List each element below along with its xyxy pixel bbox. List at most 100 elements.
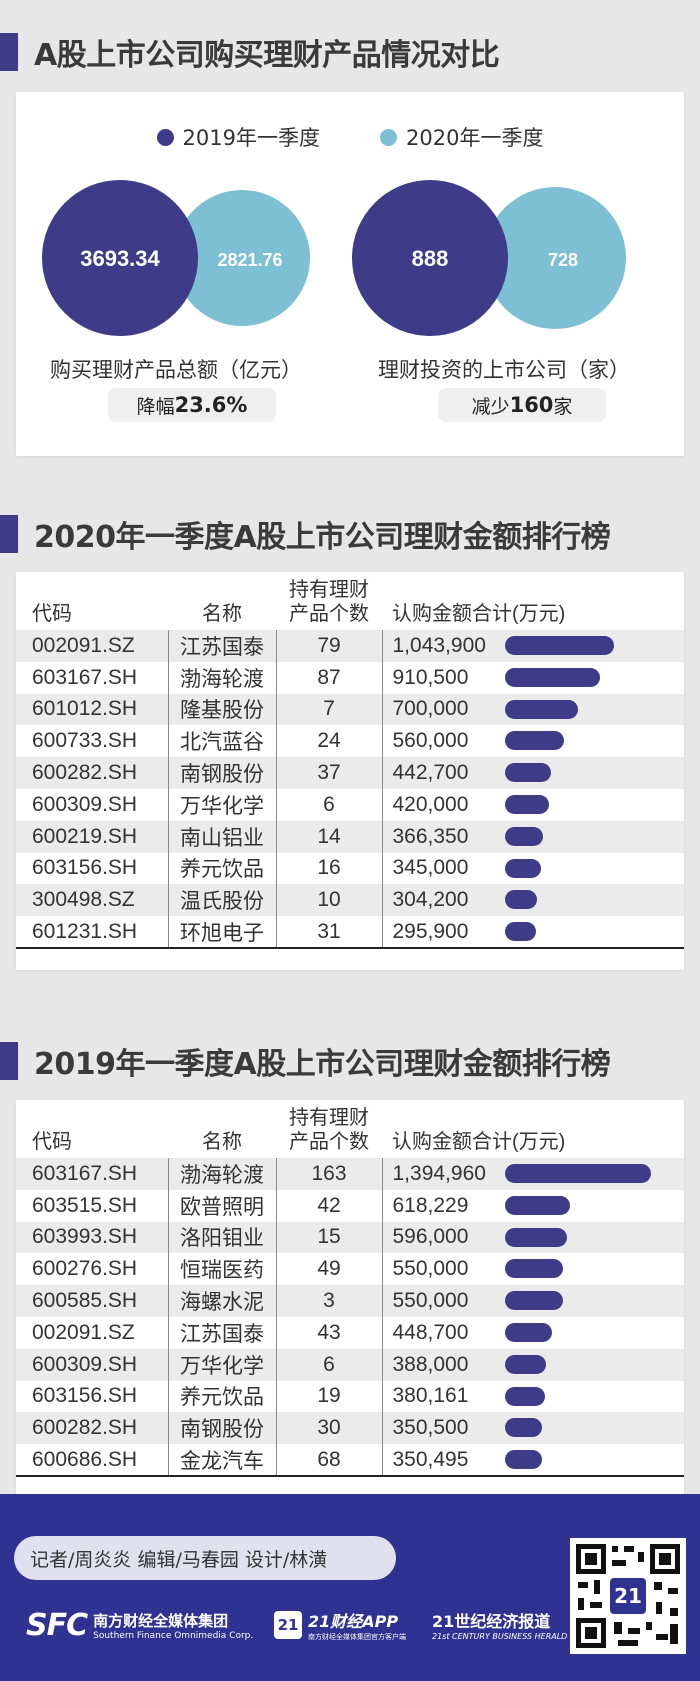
amount-bar bbox=[504, 922, 536, 942]
count-circle-2020 bbox=[484, 187, 626, 329]
product-count: 30 bbox=[275, 1412, 383, 1445]
amount-cell: 700,000 bbox=[382, 694, 684, 726]
amount-value: 304,200 bbox=[392, 888, 469, 912]
ranking-2020-title: 2020年一季度A股上市公司理财金额排行榜 bbox=[34, 520, 611, 555]
product-count: 7 bbox=[275, 693, 383, 726]
amount-cell: 350,500 bbox=[382, 1412, 684, 1444]
amount-value: 910,500 bbox=[392, 665, 469, 689]
amount-bar bbox=[504, 826, 543, 846]
app-logo: 21 21财经APP 南方财经全媒体集团官方客户端 bbox=[274, 1608, 406, 1642]
table-row: 600282.SH 南钢股份 30 350,500 bbox=[16, 1412, 684, 1445]
header-count-line2: 产品个数 bbox=[289, 603, 369, 625]
amount-value: 345,000 bbox=[392, 856, 469, 880]
table-row: 603515.SH 欧普照明 42 618,229 bbox=[16, 1189, 684, 1222]
amount-cell: 442,700 bbox=[382, 757, 684, 789]
header-count: 持有理财 产品个数 bbox=[276, 1106, 382, 1158]
amount-value: 350,495 bbox=[392, 1447, 469, 1471]
amount-cell: 910,500 bbox=[382, 662, 684, 694]
change-pill-amount: 降幅 23.6% bbox=[108, 388, 276, 422]
company-name: 渤海轮渡 bbox=[167, 661, 276, 694]
amount-bar bbox=[504, 1164, 651, 1183]
table-row: 603156.SH 养元饮品 16 345,000 bbox=[16, 852, 684, 885]
stock-code: 600219.SH bbox=[32, 824, 138, 848]
app-name: 21财经APP bbox=[308, 1612, 399, 1631]
amount-bar bbox=[504, 667, 600, 687]
table-header-row: 代码 名称 持有理财 产品个数 认购金额合计(万元) bbox=[16, 578, 684, 630]
table-row: 600733.SH 北汽蓝谷 24 560,000 bbox=[16, 725, 684, 758]
sfc-logo: SFC 南方财经全媒体集团 Southern Finance Omnimedia… bbox=[26, 1608, 253, 1643]
stock-code: 600309.SH bbox=[32, 1352, 138, 1376]
amount-circle-2020 bbox=[174, 190, 310, 326]
company-name: 江苏国泰 bbox=[167, 630, 276, 662]
amount-cell: 420,000 bbox=[382, 789, 684, 821]
amount-bar bbox=[504, 731, 564, 751]
herald-en: 21st CENTURY BUSINESS HERALD bbox=[432, 1632, 568, 1641]
amount-bar bbox=[504, 1259, 563, 1279]
table-header-row: 代码 名称 持有理财 产品个数 认购金额合计(万元) bbox=[16, 1106, 684, 1158]
amount-value: 1,043,900 bbox=[392, 633, 486, 657]
product-count: 31 bbox=[275, 916, 383, 948]
legend: 2019年一季度 2020年一季度 bbox=[16, 122, 684, 152]
change-pill-count: 减少 160 家 bbox=[438, 388, 606, 422]
herald-name: 21世纪经济报道 bbox=[432, 1612, 551, 1631]
caption-total-amount: 购买理财产品总额（亿元） bbox=[50, 358, 302, 382]
stock-code: 601231.SH bbox=[32, 919, 138, 943]
header-amount: 认购金额合计(万元) bbox=[392, 603, 566, 625]
amount-value: 448,700 bbox=[392, 1320, 469, 1344]
app-badge: 21 bbox=[274, 1611, 302, 1639]
credits: 记者/周炎炎 编辑/马春园 设计/林潢 bbox=[14, 1536, 396, 1580]
change-value-count: 160 bbox=[509, 393, 554, 417]
qr-badge: 21 bbox=[614, 1584, 642, 1608]
product-count: 10 bbox=[275, 884, 383, 917]
stock-code: 002091.SZ bbox=[32, 633, 135, 657]
table-row: 600219.SH 南山铝业 14 366,350 bbox=[16, 820, 684, 853]
table-row: 002091.SZ 江苏国泰 43 448,700 bbox=[16, 1316, 684, 1349]
table-row: 603993.SH 洛阳钼业 15 596,000 bbox=[16, 1221, 684, 1254]
legend-label-2020: 2020年一季度 bbox=[406, 126, 544, 150]
amount-bar bbox=[504, 1418, 542, 1438]
header-count-line2: 产品个数 bbox=[289, 1131, 369, 1153]
header-name: 名称 bbox=[202, 603, 242, 625]
sfc-en: Southern Finance Omnimedia Corp. bbox=[93, 1631, 254, 1641]
company-name: 隆基股份 bbox=[167, 693, 276, 726]
amount-bar bbox=[504, 890, 537, 910]
amount-value: 295,900 bbox=[392, 919, 469, 943]
bubble-comparison-chart: 3693.34 2821.76 888 728 bbox=[42, 180, 626, 336]
product-count: 6 bbox=[275, 788, 383, 821]
product-count: 24 bbox=[275, 725, 383, 758]
title-accent-bar bbox=[0, 33, 18, 71]
amount-bar bbox=[504, 794, 549, 814]
table-row: 600282.SH 南钢股份 37 442,700 bbox=[16, 757, 684, 789]
stock-code: 600282.SH bbox=[32, 1416, 138, 1440]
footer: 记者/周炎炎 编辑/马春园 设计/林潢 SFC 南方财经全媒体集团 Southe… bbox=[0, 1494, 700, 1681]
amount-bar bbox=[504, 1322, 552, 1342]
table-row: 600309.SH 万华化学 6 388,000 bbox=[16, 1348, 684, 1381]
table-row: 603156.SH 养元饮品 19 380,161 bbox=[16, 1380, 684, 1413]
stock-code: 603156.SH bbox=[32, 856, 138, 880]
amount-value: 596,000 bbox=[392, 1225, 469, 1249]
amount-value: 550,000 bbox=[392, 1257, 469, 1281]
amount-cell: 388,000 bbox=[382, 1349, 684, 1381]
product-count: 49 bbox=[275, 1253, 383, 1286]
company-name: 万华化学 bbox=[167, 1348, 276, 1381]
company-name: 恒瑞医药 bbox=[167, 1253, 276, 1286]
header-code: 代码 bbox=[32, 603, 72, 625]
amount-bar bbox=[504, 1450, 542, 1470]
amount-cell: 560,000 bbox=[382, 725, 684, 757]
stock-code: 603515.SH bbox=[32, 1193, 138, 1217]
amount-value: 442,700 bbox=[392, 761, 469, 785]
amount-bar bbox=[504, 1291, 563, 1311]
product-count: 14 bbox=[275, 820, 383, 853]
section-title-comparison: A股上市公司购买理财产品情况对比 bbox=[0, 24, 500, 80]
amount-cell: 350,495 bbox=[382, 1444, 684, 1476]
amount-cell: 345,000 bbox=[382, 853, 684, 885]
company-name: 万华化学 bbox=[167, 788, 276, 821]
product-count: 42 bbox=[275, 1189, 383, 1222]
amount-bar bbox=[504, 636, 614, 655]
amount-cell: 448,700 bbox=[382, 1317, 684, 1349]
stock-code: 603167.SH bbox=[32, 1161, 138, 1185]
stock-code: 600733.SH bbox=[32, 729, 138, 753]
section-title-2019-ranking: 2019年一季度A股上市公司理财金额排行榜 bbox=[0, 1033, 611, 1089]
product-count: 15 bbox=[275, 1221, 383, 1254]
change-value-amount: 23.6% bbox=[174, 393, 248, 417]
